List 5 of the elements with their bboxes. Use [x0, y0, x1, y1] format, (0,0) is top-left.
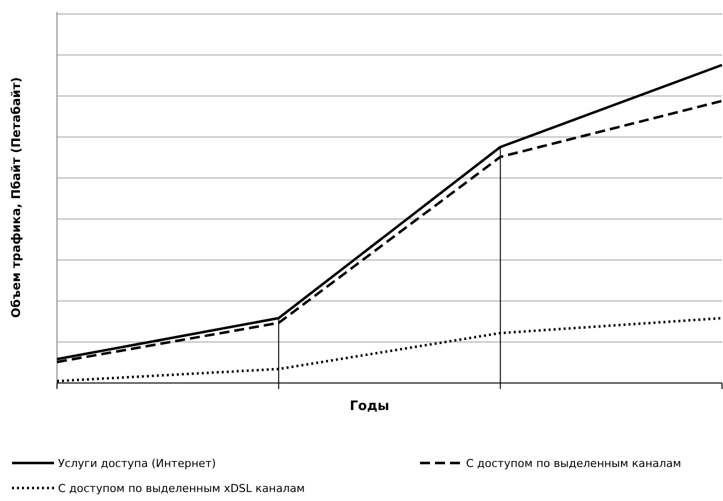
y-axis-title: Объем трафика, Пбайт (Петабайт) [9, 77, 23, 318]
x-axis-title: Годы [350, 399, 390, 414]
legend-label: С доступом по выделенным каналам [466, 457, 682, 470]
legend-label: С доступом по выделенным xDSL каналам [58, 482, 305, 495]
legend-label: Услуги доступа (Интернет) [58, 457, 216, 470]
